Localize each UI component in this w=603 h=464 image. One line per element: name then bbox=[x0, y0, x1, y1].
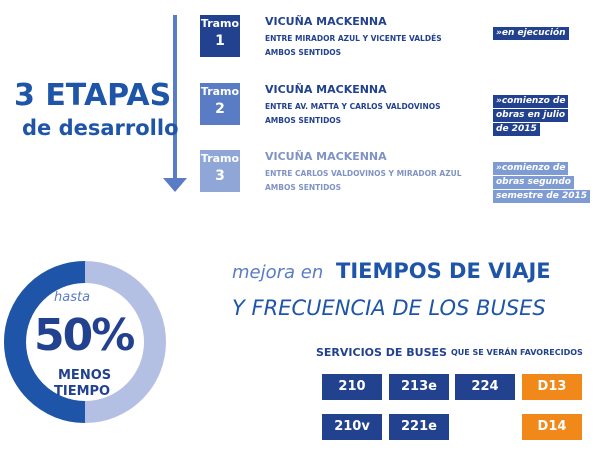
mejora-line: Y FRECUENCIA DE LOS BUSES bbox=[232, 296, 546, 320]
status-line: de 2015 bbox=[493, 123, 540, 136]
tramo-title: VICUÑA MACKENNA bbox=[265, 83, 387, 96]
status-line: »comienzo de bbox=[493, 162, 569, 175]
servicios-note: QUE SE VERÁN FAVORECIDOS bbox=[451, 348, 583, 357]
status: »en ejecución bbox=[493, 27, 569, 41]
tramo-label: Tramo bbox=[200, 17, 240, 30]
bus-route: 221e bbox=[389, 414, 449, 440]
status-line: semestre de 2015 bbox=[493, 190, 591, 203]
tramo-label: Tramo bbox=[200, 85, 240, 98]
bus-route: 210v bbox=[322, 414, 382, 440]
tramo-title: VICUÑA MACKENNA bbox=[265, 150, 387, 163]
tramo-num: 3 bbox=[215, 168, 225, 184]
bus-route: D13 bbox=[522, 374, 582, 400]
donut-bottom: TIEMPO bbox=[54, 384, 111, 399]
mejora-line: TIEMPOS DE VIAJE bbox=[336, 259, 551, 283]
bus-route: 210 bbox=[322, 374, 382, 400]
bus-route: 224 bbox=[455, 374, 515, 400]
tramo-line: AMBOS SENTIDOS bbox=[265, 48, 342, 57]
tramo-line: AMBOS SENTIDOS bbox=[265, 116, 342, 125]
tramo-title: VICUÑA MACKENNA bbox=[265, 15, 387, 28]
bus-route: 213e bbox=[389, 374, 449, 400]
donut-label: 50% bbox=[34, 310, 135, 361]
arrow-head bbox=[163, 178, 187, 192]
status: »comienzo de obras segundo semestre de 201… bbox=[493, 162, 591, 204]
donut-bottom: MENOS bbox=[58, 368, 112, 383]
tramo-line: AMBOS SENTIDOS bbox=[265, 183, 342, 192]
header-sub: de desarrollo bbox=[22, 116, 179, 140]
servicios-title: SERVICIOS DE BUSES bbox=[316, 346, 447, 359]
tramo-line: ENTRE CARLOS VALDOVINOS Y MIRADOR AZUL bbox=[265, 169, 462, 178]
tramo-line: ENTRE AV. MATTA Y CARLOS VALDOVINOS bbox=[265, 102, 441, 111]
status: »comienzo de obras en julio de 2015 bbox=[493, 95, 569, 137]
mejora-pre: mejora en bbox=[232, 262, 324, 283]
status-line: »comienzo de bbox=[493, 95, 569, 108]
tramo-tag: Tramo 1 bbox=[200, 15, 240, 57]
tramo-num: 1 bbox=[215, 33, 225, 49]
donut-top: hasta bbox=[54, 290, 91, 305]
status-line: »en ejecución bbox=[493, 27, 569, 40]
tramo-num: 2 bbox=[215, 101, 225, 117]
tramo-tag: Tramo 2 bbox=[200, 83, 240, 125]
tramo-tag: Tramo 3 bbox=[200, 150, 240, 192]
status-line: obras segundo bbox=[493, 176, 574, 189]
tramo-line: ENTRE MIRADOR AZUL Y VICENTE VALDÉS bbox=[265, 34, 442, 43]
bus-route: D14 bbox=[522, 414, 582, 440]
header-big: 3 ETAPAS bbox=[14, 78, 172, 113]
status-line: obras en julio bbox=[493, 109, 569, 122]
donut-arc bbox=[4, 261, 86, 423]
tramo-label: Tramo bbox=[200, 152, 240, 165]
